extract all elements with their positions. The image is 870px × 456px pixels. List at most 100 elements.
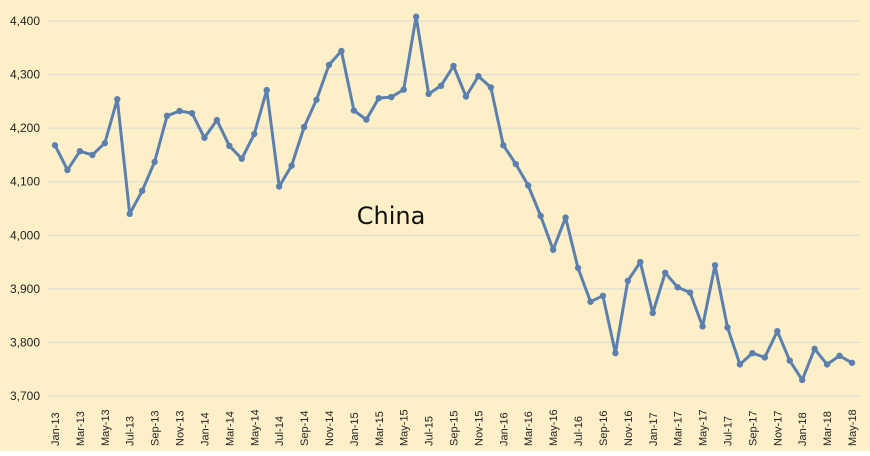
x-tick-label: Jul-15 [424, 416, 436, 446]
x-tick-label: May-17 [698, 409, 710, 446]
data-point [213, 116, 221, 124]
x-tick-label: Jan-15 [349, 412, 361, 446]
data-point [749, 349, 756, 357]
x-tick-label: Jan-18 [797, 412, 809, 446]
x-tick-label: Sep-15 [449, 411, 461, 446]
x-tick-label: Jan-17 [648, 412, 660, 446]
data-point [724, 324, 731, 331]
gridlines [48, 20, 860, 397]
data-point [313, 96, 320, 103]
chart-title: China [357, 202, 426, 230]
x-tick-label: Jan-14 [199, 412, 211, 446]
data-point [587, 298, 594, 305]
data-point [64, 166, 71, 174]
data-point [138, 187, 146, 195]
x-tick-label: Jan-13 [50, 412, 62, 446]
y-tick-label: 3,800 [10, 335, 40, 349]
data-point [363, 116, 370, 123]
data-point [238, 155, 245, 162]
data-point [848, 359, 856, 366]
data-point [761, 354, 769, 361]
data-point [350, 107, 358, 114]
data-point [325, 61, 333, 69]
data-point [176, 107, 183, 115]
x-axis-tick-labels: Jan-13 Mar-13 May-13 Jul-13 Sep-13 Nov-13 Jan-… [50, 409, 859, 446]
data-point [114, 96, 121, 103]
data-point [275, 183, 283, 190]
data-point [699, 323, 706, 330]
x-tick-label: Sep-17 [747, 411, 759, 446]
data-point [637, 258, 644, 266]
x-tick-label: May-16 [548, 409, 560, 446]
x-tick-label: Sep-13 [150, 411, 162, 446]
data-point [512, 160, 519, 168]
series-china [51, 13, 856, 384]
x-tick-label: Mar-14 [224, 411, 236, 446]
data-point [649, 309, 656, 317]
data-point [624, 277, 632, 285]
y-tick-label: 4,100 [10, 175, 40, 189]
x-tick-label: Sep-14 [299, 411, 311, 446]
x-tick-label: Sep-16 [598, 411, 610, 446]
data-point [288, 162, 295, 169]
x-tick-label: Mar-18 [822, 411, 834, 446]
y-tick-label: 4,300 [10, 68, 40, 82]
data-point [338, 47, 345, 55]
data-point [774, 327, 781, 335]
x-tick-label: Nov-14 [324, 411, 336, 446]
y-tick-label: 3,900 [10, 282, 40, 296]
x-tick-label: Nov-17 [772, 411, 784, 446]
series-line [53, 15, 853, 382]
data-point [388, 93, 395, 101]
data-point [226, 142, 233, 150]
data-point [674, 284, 681, 291]
data-point [437, 82, 445, 90]
x-tick-label: May-15 [399, 409, 411, 446]
y-tick-label: 4,400 [10, 14, 40, 28]
data-point [425, 90, 432, 98]
x-tick-label: May-14 [249, 409, 261, 446]
data-point [823, 361, 831, 368]
data-point [500, 142, 507, 149]
data-point [300, 123, 308, 131]
data-point [662, 269, 669, 276]
data-point [599, 292, 607, 300]
data-point [76, 147, 84, 155]
x-tick-label: May-13 [100, 409, 112, 446]
x-tick-label: Nov-15 [473, 411, 485, 446]
data-point [562, 214, 569, 221]
x-tick-label: Jul-17 [722, 416, 734, 446]
data-point [711, 262, 719, 269]
x-tick-label: May-18 [847, 409, 859, 446]
x-tick-label: Mar-16 [523, 411, 535, 446]
x-tick-label: Mar-17 [673, 411, 685, 446]
x-tick-label: Jul-16 [573, 416, 585, 446]
y-tick-label: 4,200 [10, 121, 40, 135]
data-point [574, 264, 582, 272]
x-tick-label: Nov-13 [175, 411, 187, 446]
x-tick-label: Jul-14 [274, 416, 286, 446]
data-point [151, 158, 158, 166]
data-point [375, 94, 382, 102]
x-tick-label: Jul-13 [125, 416, 137, 446]
data-point [163, 112, 171, 120]
data-point [836, 352, 843, 360]
data-point [525, 182, 532, 189]
y-tick-label: 4,000 [10, 228, 40, 242]
data-point [201, 134, 208, 141]
data-point [251, 130, 258, 138]
x-tick-label: Jan-16 [498, 412, 510, 446]
data-point [101, 139, 109, 147]
data-point [263, 86, 270, 94]
data-point [450, 62, 457, 70]
data-point [89, 151, 96, 159]
y-tick-label: 3,700 [10, 389, 40, 403]
data-point [686, 289, 694, 296]
data-point [549, 246, 557, 253]
data-point [475, 72, 482, 80]
data-point [400, 86, 407, 93]
data-point [412, 13, 420, 20]
data-point [786, 357, 793, 364]
data-point [188, 109, 196, 117]
